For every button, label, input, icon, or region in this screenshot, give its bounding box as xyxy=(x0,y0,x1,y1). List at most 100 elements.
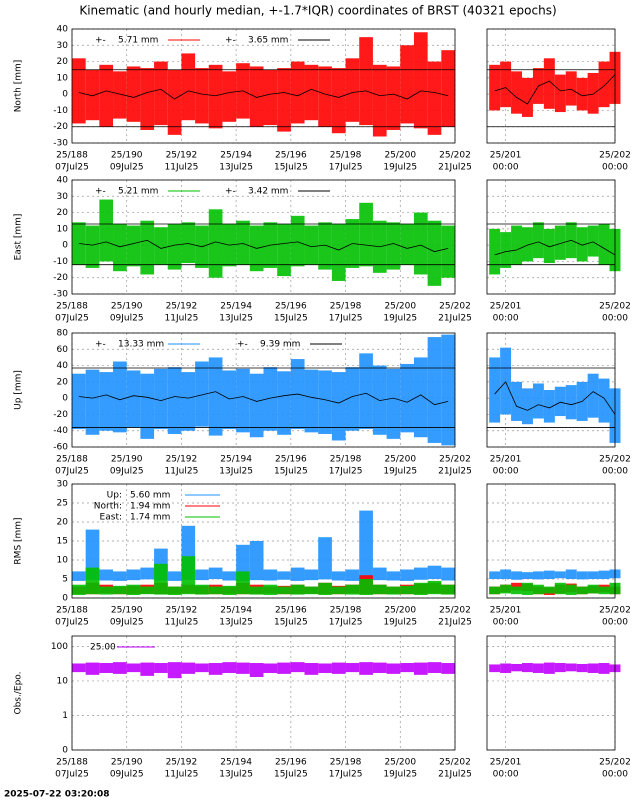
data-band xyxy=(331,571,346,581)
data-band xyxy=(359,353,373,430)
median-line xyxy=(494,74,616,105)
legend-prefix: East: xyxy=(100,513,122,523)
data-band xyxy=(587,373,599,418)
data-band xyxy=(318,66,332,127)
data-band xyxy=(576,77,588,111)
data-band xyxy=(500,569,512,579)
data-band xyxy=(195,68,209,124)
data-band xyxy=(359,579,373,595)
plot-frame xyxy=(486,179,616,295)
data-band xyxy=(99,586,114,595)
data-band xyxy=(598,378,610,423)
data-band xyxy=(236,368,250,433)
data-band xyxy=(532,571,544,580)
legend-label: 5.60 mm xyxy=(130,491,170,501)
y-tick-label: -40 xyxy=(53,426,68,436)
x-tick-date: 17Jul25 xyxy=(329,618,363,628)
data-band xyxy=(277,571,291,580)
y-tick-label: 0 xyxy=(62,746,68,756)
data-band xyxy=(236,662,250,674)
data-band xyxy=(565,71,577,106)
chart-title: Kinematic (and hourly median, +-1.7*IQR)… xyxy=(79,4,556,18)
data-band xyxy=(386,368,401,439)
data-band xyxy=(126,66,141,122)
y-tick-label: 10 xyxy=(57,73,69,83)
data-band xyxy=(587,663,599,673)
data-band xyxy=(72,58,86,124)
data-band xyxy=(331,68,346,134)
x-tick-label: 25/188 xyxy=(56,151,88,161)
data-band xyxy=(576,586,588,595)
y-tick-label: 0 xyxy=(62,594,68,604)
legend-label: 5.71 mm xyxy=(118,36,158,46)
data-band xyxy=(511,225,523,265)
x-tick-date: 11Jul25 xyxy=(165,467,199,477)
y-tick-label: 30 xyxy=(57,192,69,202)
data-band xyxy=(290,584,305,595)
x-tick-date: 00:00 xyxy=(602,163,628,173)
x-tick-date: 21Jul25 xyxy=(438,163,472,173)
x-tick-date: 11Jul25 xyxy=(165,770,199,780)
data-band xyxy=(543,586,555,594)
data-band xyxy=(318,222,332,270)
x-tick-date: 19Jul25 xyxy=(383,467,417,477)
x-tick-label: 25/202 xyxy=(439,151,471,161)
data-band xyxy=(400,45,414,124)
x-tick-label: 25/190 xyxy=(111,455,143,465)
legend-prefix: +- xyxy=(95,36,106,46)
legend-prefix: Up: xyxy=(107,491,122,501)
x-tick-date: 00:00 xyxy=(493,467,519,477)
data-band xyxy=(489,586,501,595)
data-band xyxy=(181,372,196,431)
data-band xyxy=(587,72,599,114)
x-tick-date: 13Jul25 xyxy=(219,314,253,324)
data-band xyxy=(522,388,533,425)
y-tick-label: 20 xyxy=(57,57,69,67)
x-tick-date: 07Jul25 xyxy=(55,770,89,780)
x-tick-label: 25/200 xyxy=(384,455,416,465)
data-band xyxy=(565,385,577,420)
data-band xyxy=(413,567,428,580)
x-tick-label: 25/201 xyxy=(490,606,522,616)
x-tick-date: 00:00 xyxy=(493,770,519,780)
data-band xyxy=(208,357,223,436)
x-tick-label: 25/194 xyxy=(220,606,252,616)
data-band xyxy=(576,571,588,580)
data-band xyxy=(249,663,264,677)
data-band xyxy=(222,662,237,673)
x-tick-date: 15Jul25 xyxy=(274,314,308,324)
data-band xyxy=(386,222,401,270)
y-tick-label: 1 xyxy=(62,711,68,721)
data-band xyxy=(554,74,566,113)
data-band xyxy=(263,69,278,126)
data-band xyxy=(154,227,168,265)
data-band xyxy=(554,571,566,579)
data-band xyxy=(500,61,512,108)
data-band xyxy=(359,37,373,126)
data-band xyxy=(345,367,360,431)
legend-label: 1.74 mm xyxy=(130,513,170,523)
data-band xyxy=(167,367,182,434)
y-tick-label: 100 xyxy=(51,642,68,652)
y-tick-label: -30 xyxy=(53,290,68,300)
x-tick-label: 25/202 xyxy=(599,758,631,768)
y-tick-label: 20 xyxy=(57,208,69,218)
y-axis-label: Up [mm] xyxy=(14,370,24,410)
y-tick-label: -20 xyxy=(53,410,68,420)
data-band xyxy=(208,209,223,278)
data-band xyxy=(167,223,182,270)
x-tick-label: 25/202 xyxy=(439,302,471,312)
data-band xyxy=(598,663,610,674)
legend-label: 1.94 mm xyxy=(130,502,170,512)
data-band xyxy=(554,386,566,417)
data-band xyxy=(154,563,168,595)
x-tick-date: 13Jul25 xyxy=(219,163,253,173)
x-tick-date: 11Jul25 xyxy=(165,314,199,324)
legend-label: 25.00 xyxy=(90,643,116,653)
data-band xyxy=(304,569,319,581)
data-band xyxy=(400,223,414,265)
data-band xyxy=(126,569,141,581)
data-band xyxy=(167,69,182,135)
y-tick-label: 20 xyxy=(57,518,69,528)
data-band xyxy=(331,586,346,595)
